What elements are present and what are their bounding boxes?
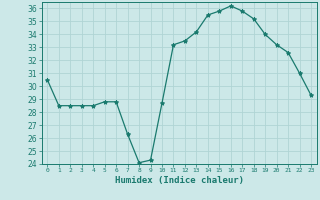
X-axis label: Humidex (Indice chaleur): Humidex (Indice chaleur) — [115, 176, 244, 185]
